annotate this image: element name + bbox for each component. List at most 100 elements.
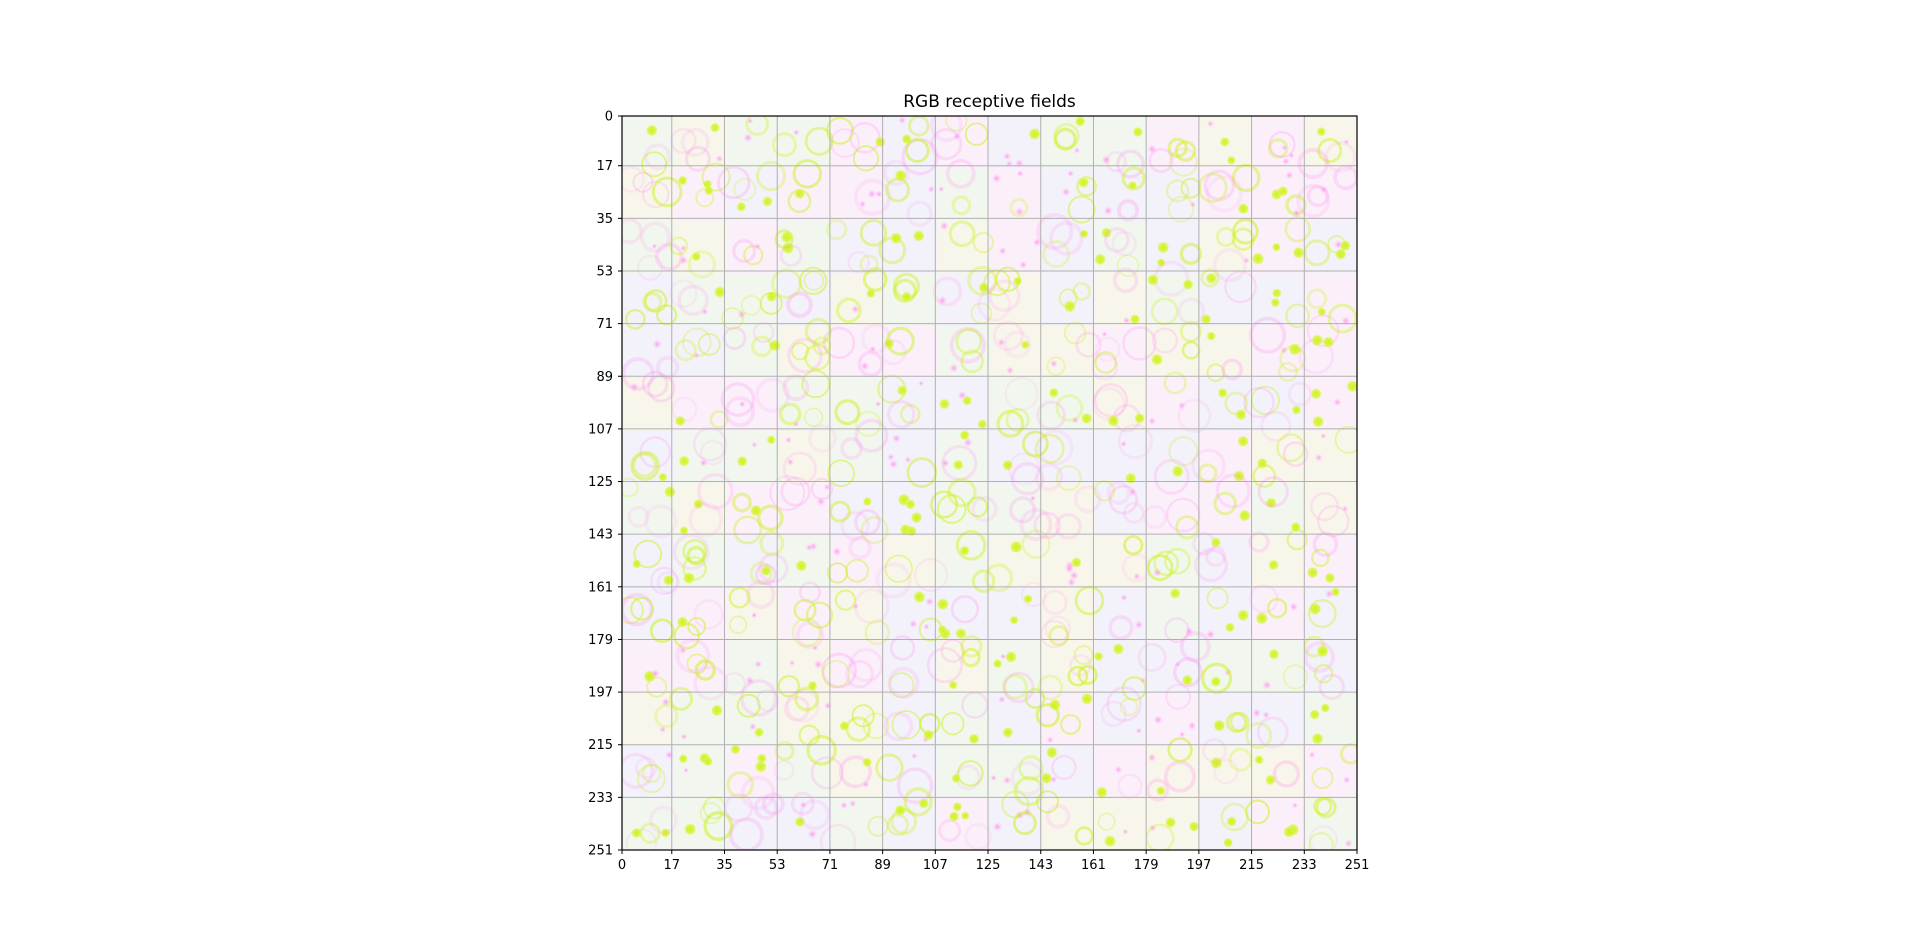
- ring-magenta: [1003, 330, 1032, 359]
- tile: [989, 483, 1043, 536]
- y-tick-label: 233: [588, 791, 613, 806]
- ring-magenta: [971, 495, 998, 523]
- ring-magenta: [1308, 825, 1338, 850]
- spot-magenta: [661, 697, 671, 707]
- tile: [937, 168, 990, 222]
- tile: [727, 325, 780, 379]
- spot-green: [1256, 457, 1268, 469]
- ring-green: [732, 492, 752, 513]
- ring-magenta: [786, 291, 813, 319]
- ring-magenta: [680, 127, 710, 157]
- spot-magenta: [693, 352, 700, 359]
- spot-green: [955, 627, 967, 640]
- y-tick-label: 197: [588, 686, 613, 701]
- spot-green: [1265, 497, 1277, 509]
- ring-green: [633, 539, 663, 569]
- ring-magenta: [622, 752, 655, 789]
- ring-magenta: [1312, 531, 1339, 557]
- ring-magenta: [887, 666, 920, 699]
- spot-green: [1311, 415, 1325, 428]
- spot-magenta: [1019, 260, 1028, 269]
- tile: [622, 220, 675, 274]
- spot-magenta: [1187, 721, 1197, 731]
- spot-magenta: [1128, 487, 1137, 497]
- spot-magenta: [1324, 589, 1335, 599]
- spot-green: [1002, 726, 1014, 739]
- ring-green: [886, 813, 909, 836]
- spot-magenta: [1341, 316, 1351, 326]
- spot-magenta: [858, 200, 867, 209]
- y-tick-label: 17: [596, 159, 613, 174]
- spot-magenta: [1177, 401, 1186, 410]
- spot-green: [1267, 559, 1280, 571]
- chart-title: RGB receptive fields: [903, 92, 1076, 112]
- ring-green: [1035, 703, 1060, 728]
- ring-green: [630, 596, 654, 621]
- ring-green: [899, 403, 921, 425]
- spot-magenta: [938, 185, 945, 193]
- spot-magenta: [1061, 187, 1071, 197]
- ring-green: [1063, 321, 1087, 345]
- y-tick-label: 251: [588, 844, 613, 859]
- spot-green: [1209, 756, 1223, 770]
- spot-magenta: [1134, 620, 1144, 630]
- spot-green: [713, 285, 727, 299]
- ring-green: [1313, 663, 1334, 684]
- spot-magenta: [754, 660, 763, 669]
- ring-magenta: [883, 711, 914, 742]
- ring-magenta: [992, 320, 1024, 352]
- ring-green: [674, 338, 697, 362]
- spot-green: [1093, 651, 1104, 662]
- spot-green: [1181, 674, 1194, 686]
- tile: [1304, 640, 1357, 694]
- tile: [779, 378, 833, 432]
- ring-green: [1036, 790, 1059, 814]
- spot-magenta: [1281, 157, 1290, 166]
- spot-magenta: [832, 546, 842, 557]
- ring-magenta: [847, 251, 870, 274]
- ring-green: [806, 735, 837, 766]
- ring-green: [649, 618, 675, 644]
- ring-green: [1175, 515, 1200, 540]
- ring-green: [1231, 227, 1255, 251]
- y-tick-label: 179: [588, 633, 613, 648]
- ring-green: [903, 787, 933, 817]
- spot-magenta: [738, 400, 747, 408]
- spot-green: [938, 398, 951, 410]
- tile: [779, 273, 833, 327]
- ring-green: [1034, 433, 1065, 464]
- x-tick-label: 71: [822, 858, 839, 873]
- spot-magenta: [891, 433, 901, 443]
- ring-magenta: [635, 756, 658, 779]
- spot-green: [1107, 414, 1120, 427]
- ring-green: [641, 763, 662, 784]
- tile: [989, 325, 1043, 379]
- ring-magenta: [1256, 716, 1289, 749]
- ring-magenta: [1009, 496, 1037, 524]
- ring-green: [825, 218, 848, 241]
- spot-green: [781, 241, 795, 255]
- ring-magenta: [1194, 548, 1228, 583]
- spot-green: [766, 435, 776, 445]
- spot-green: [883, 338, 895, 350]
- ring-green: [930, 490, 959, 519]
- spot-green: [1169, 587, 1181, 599]
- spot-green: [1213, 719, 1226, 732]
- tile: [779, 168, 833, 222]
- spot-magenta: [1280, 346, 1288, 355]
- spot-magenta: [1046, 736, 1054, 744]
- spot-magenta: [652, 339, 663, 350]
- ring-green: [1001, 673, 1029, 700]
- ring-magenta: [1108, 484, 1139, 515]
- spot-magenta: [1133, 572, 1141, 580]
- ring-green: [852, 145, 879, 172]
- ring-magenta: [757, 552, 789, 584]
- spot-green: [682, 571, 696, 585]
- spot-green: [1277, 185, 1289, 197]
- spot-green: [978, 282, 990, 294]
- spot-magenta: [851, 304, 860, 314]
- ring-magenta: [1306, 184, 1329, 208]
- spot-magenta: [748, 722, 757, 731]
- tile: [1147, 116, 1200, 169]
- tile: [884, 587, 938, 641]
